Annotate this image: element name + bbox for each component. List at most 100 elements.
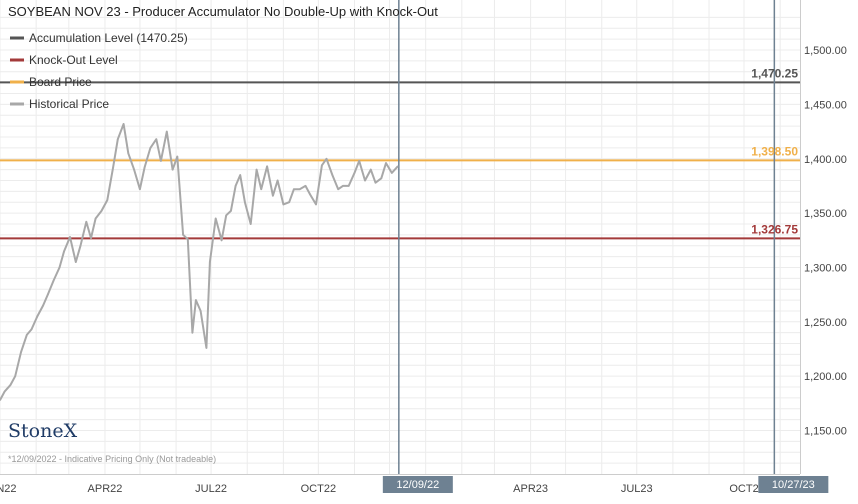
price-point bbox=[133, 168, 135, 171]
price-point bbox=[331, 174, 334, 176]
price-point bbox=[90, 237, 92, 239]
price-point bbox=[396, 165, 399, 168]
price-point bbox=[191, 331, 194, 334]
x-tick-label: OCT22 bbox=[301, 483, 336, 495]
price-point bbox=[58, 266, 61, 269]
price-point bbox=[199, 310, 202, 312]
price-point bbox=[26, 334, 28, 336]
price-point bbox=[0, 399, 1, 401]
y-tick-label: 1,200.00 bbox=[804, 371, 847, 383]
series-group bbox=[0, 123, 399, 401]
price-point bbox=[143, 166, 146, 169]
price-point bbox=[112, 166, 114, 169]
price-point bbox=[255, 168, 258, 171]
chart-title: SOYBEAN NOV 23 - Producer Accumulator No… bbox=[8, 4, 438, 19]
price-point bbox=[225, 214, 228, 217]
price-point bbox=[20, 351, 22, 354]
price-point bbox=[171, 168, 174, 171]
price-point bbox=[293, 188, 295, 190]
price-point bbox=[205, 347, 208, 349]
price-point bbox=[244, 201, 246, 204]
footnote: *12/09/2022 - Indicative Pricing Only (N… bbox=[8, 454, 216, 464]
x-tick-label: JUL22 bbox=[195, 483, 227, 495]
price-point bbox=[165, 130, 168, 133]
price-point bbox=[276, 179, 279, 182]
stonex-logo: StoneX bbox=[8, 420, 78, 442]
price-point bbox=[14, 375, 16, 377]
x-tick-label: APR22 bbox=[88, 483, 123, 495]
price-point bbox=[304, 185, 307, 187]
price-point bbox=[52, 279, 55, 282]
price-point bbox=[347, 185, 350, 187]
price-point bbox=[116, 138, 119, 140]
date-marker-tag bbox=[758, 476, 829, 493]
price-point bbox=[139, 188, 141, 190]
price-point bbox=[9, 384, 12, 386]
x-tick-label: OCT2 bbox=[729, 483, 758, 495]
price-point bbox=[239, 174, 242, 176]
date-marker-tag bbox=[382, 476, 453, 493]
price-point bbox=[288, 201, 291, 204]
price-point bbox=[364, 179, 366, 182]
price-point bbox=[3, 390, 6, 393]
price-point bbox=[260, 188, 263, 190]
price-point bbox=[370, 168, 372, 171]
price-point bbox=[214, 217, 217, 220]
date-markers: 12/09/22 10/27/23 bbox=[382, 0, 829, 493]
price-point bbox=[186, 238, 189, 240]
legend: Accumulation Level (1470.25) Knock-Out Le… bbox=[10, 31, 188, 111]
price-point bbox=[342, 185, 344, 187]
price-point bbox=[230, 210, 232, 212]
grid bbox=[0, 0, 801, 475]
price-point bbox=[195, 299, 197, 301]
price-point bbox=[315, 203, 317, 206]
y-axis: 1,150.00 1,200.00 1,250.00 1,300.00 1,350.00… bbox=[804, 45, 847, 437]
level-labels: 1,470.25 1,398.50 1,326.75 bbox=[751, 66, 798, 236]
price-point bbox=[36, 315, 39, 318]
price-point bbox=[127, 152, 130, 155]
price-point bbox=[353, 172, 356, 174]
price-point bbox=[337, 188, 339, 190]
price-point bbox=[149, 147, 152, 149]
price-point bbox=[63, 250, 65, 252]
price-point bbox=[325, 157, 328, 160]
price-point bbox=[234, 185, 237, 187]
price-point bbox=[85, 221, 88, 223]
price-point bbox=[380, 177, 383, 180]
legend-label: Board Price bbox=[29, 75, 92, 89]
date-marker-label: 10/27/23 bbox=[772, 479, 815, 491]
level-value-label: 1,470.25 bbox=[751, 66, 798, 80]
price-point bbox=[220, 239, 223, 242]
price-point bbox=[298, 188, 301, 190]
price-point bbox=[106, 199, 109, 201]
price-point bbox=[391, 172, 393, 174]
price-point bbox=[209, 261, 211, 263]
price-point bbox=[182, 234, 184, 236]
y-tick-label: 1,350.00 bbox=[804, 208, 847, 220]
y-tick-label: 1,250.00 bbox=[804, 317, 847, 329]
price-point bbox=[374, 181, 377, 184]
x-axis: JAN22 APR22 JUL22 OCT22 APR23 JUL23 OCT2 bbox=[0, 483, 759, 495]
level-lines bbox=[0, 81, 800, 240]
price-point bbox=[75, 261, 77, 263]
price-point bbox=[155, 138, 158, 140]
price-point bbox=[272, 194, 274, 197]
price-point bbox=[176, 155, 179, 158]
x-tick-label: APR23 bbox=[513, 483, 548, 495]
y-tick-label: 1,150.00 bbox=[804, 426, 847, 438]
price-point bbox=[100, 210, 103, 212]
y-tick-label: 1,500.00 bbox=[804, 45, 847, 57]
price-point bbox=[249, 223, 252, 225]
y-tick-label: 1,300.00 bbox=[804, 262, 847, 274]
price-point bbox=[160, 160, 162, 162]
y-tick-label: 1,450.00 bbox=[804, 99, 847, 111]
level-value-label: 1,398.50 bbox=[751, 144, 798, 158]
price-point bbox=[79, 244, 82, 247]
price-point bbox=[69, 236, 71, 238]
x-tick-label: JAN22 bbox=[0, 483, 17, 495]
x-tick-label: JUL23 bbox=[621, 483, 653, 495]
price-point bbox=[321, 164, 323, 167]
price-point bbox=[47, 293, 49, 296]
